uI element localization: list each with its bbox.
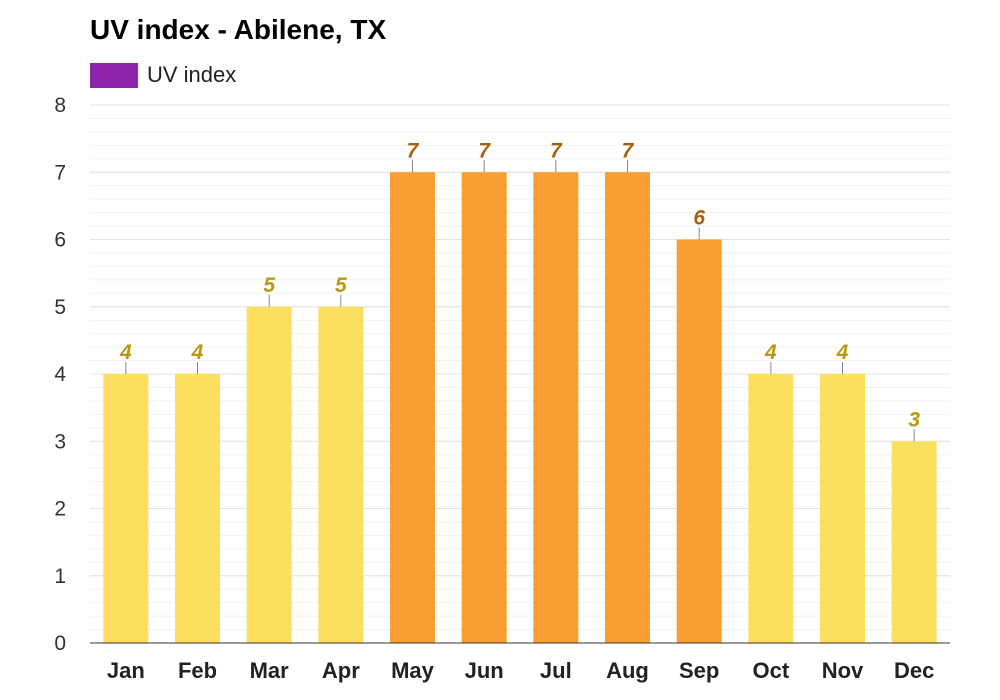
bar-aug	[605, 172, 650, 643]
x-tick-label: Mar	[250, 658, 290, 683]
data-label: 3	[908, 408, 920, 431]
bar-mar	[246, 306, 292, 643]
bar-jun	[461, 172, 507, 643]
legend: UV index	[90, 62, 236, 88]
x-tick-label: Jul	[540, 658, 572, 683]
y-tick-label: 0	[54, 632, 66, 655]
y-tick-label: 3	[54, 430, 66, 453]
bar-feb	[175, 374, 220, 643]
bar-jan	[103, 374, 149, 643]
data-label: 4	[191, 341, 204, 364]
data-label: 4	[836, 341, 849, 364]
y-tick-label: 5	[54, 296, 66, 319]
legend-swatch	[90, 62, 138, 88]
bar-may	[390, 172, 435, 643]
x-tick-label: Oct	[752, 658, 789, 683]
data-label: 4	[119, 341, 132, 364]
x-tick-label: Sep	[679, 658, 719, 683]
y-tick-label: 7	[54, 161, 66, 184]
bar-jul	[533, 172, 579, 643]
y-tick-label: 8	[54, 94, 66, 117]
x-tick-label: Jan	[107, 658, 145, 683]
x-tick-label: May	[391, 658, 435, 683]
bar-dec	[891, 441, 937, 643]
data-label: 7	[478, 139, 491, 162]
bar-oct	[748, 374, 794, 643]
data-label: 5	[263, 274, 275, 297]
x-tick-label: Nov	[822, 658, 864, 683]
x-tick-label: Apr	[322, 658, 360, 683]
data-label: 7	[622, 139, 635, 162]
y-tick-label: 4	[54, 363, 66, 386]
x-tick-label: Dec	[894, 658, 934, 683]
data-label: 7	[407, 139, 420, 162]
x-tick-label: Jun	[465, 658, 504, 683]
y-tick-label: 6	[54, 229, 66, 252]
x-tick-label: Feb	[178, 658, 217, 683]
y-tick-label: 2	[54, 498, 66, 521]
bar-sep	[676, 239, 722, 643]
y-tick-label: 1	[54, 565, 66, 588]
data-label: 7	[550, 139, 563, 162]
x-tick-label: Aug	[606, 658, 649, 683]
bar-apr	[318, 306, 364, 643]
chart-title: UV index - Abilene, TX	[90, 14, 387, 45]
data-label: 5	[335, 274, 347, 297]
data-label: 4	[764, 341, 777, 364]
bar-nov	[820, 374, 865, 643]
legend-label: UV index	[147, 62, 237, 87]
data-label: 6	[693, 207, 705, 230]
